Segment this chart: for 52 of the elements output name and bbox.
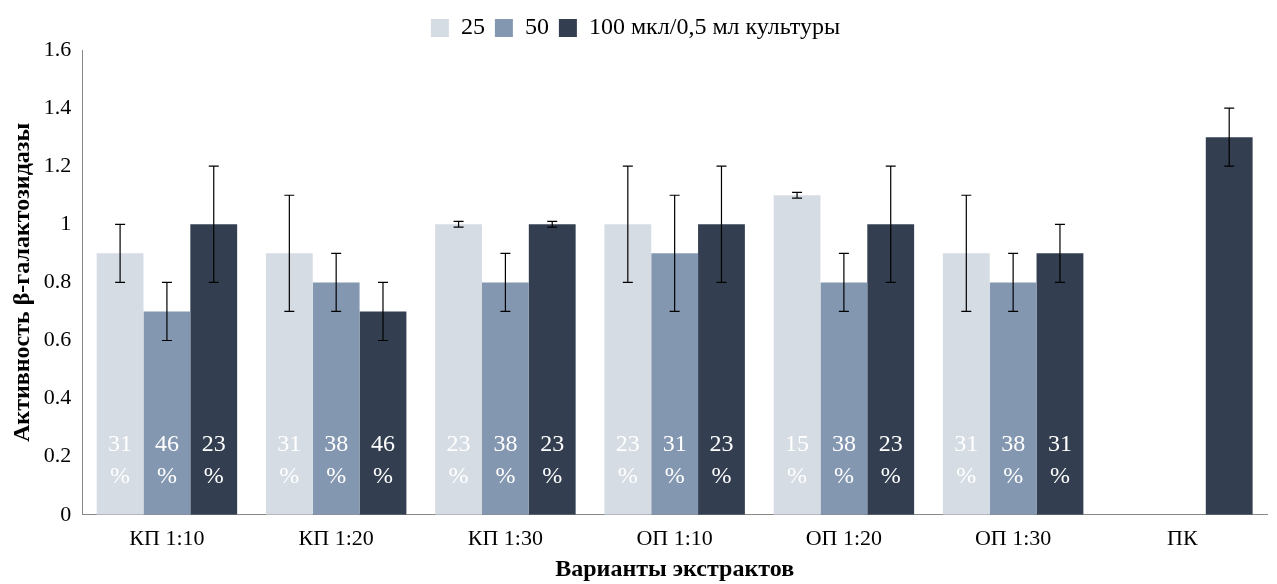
y-tick-label: 0 [60,500,72,526]
annotation: 38 % [493,430,518,489]
bar [482,282,529,515]
y-tick-label: 0.2 [43,442,72,468]
bar [867,224,915,515]
y-tick-label: 0.8 [43,268,72,294]
x-tick-label: ПК [1167,524,1198,550]
annotation: 38 % [324,430,349,489]
bar [989,282,1037,515]
legend-label: 100 мкл/0,5 мл культуры [588,13,841,40]
bar [265,253,313,515]
x-tick-label: ОП 1:20 [805,524,883,550]
x-tick-label: ОП 1:30 [974,524,1052,550]
y-axis-title: Активность β-галактозидазы [7,122,34,443]
y-tick-label: 1.6 [43,35,72,61]
bar [190,224,238,515]
bar [651,253,699,515]
bar [942,253,990,515]
x-axis-title: Варианты экстрактов [555,554,795,581]
annotation: 46 % [154,430,179,489]
bar [1205,137,1253,515]
annotation: 23 % [201,430,226,489]
y-tick-label: 1.4 [43,93,72,119]
legend-label: 25 [460,13,485,40]
bar [698,224,745,515]
bar [528,224,576,515]
x-tick-label: ОП 1:10 [636,524,713,550]
bar [435,224,482,515]
y-tick-label: 1 [60,210,72,236]
bar [773,195,821,515]
bar [96,253,144,515]
annotation: 23 % [709,430,734,489]
x-tick-label: КП 1:30 [467,524,543,550]
bar [359,311,407,515]
y-tick-label: 1.2 [43,151,72,177]
annotation: 38 % [831,430,856,489]
y-tick-label: 0.4 [43,384,72,410]
bar [312,282,360,515]
annotation: 46 % [370,430,395,489]
bar [820,282,868,515]
annotation: 23 % [540,430,565,489]
annotation: 31 % [662,430,687,489]
legend-label: 50 [524,13,549,40]
annotation: 31 % [1047,430,1072,489]
bar [604,224,652,515]
x-tick-label: КП 1:10 [129,524,205,550]
bar [1036,253,1084,515]
y-tick-label: 0.6 [43,326,72,352]
annotation: 38 % [1001,430,1026,489]
x-tick-label: КП 1:20 [298,524,374,550]
annotation: 23 % [878,430,903,489]
bar [143,311,191,515]
